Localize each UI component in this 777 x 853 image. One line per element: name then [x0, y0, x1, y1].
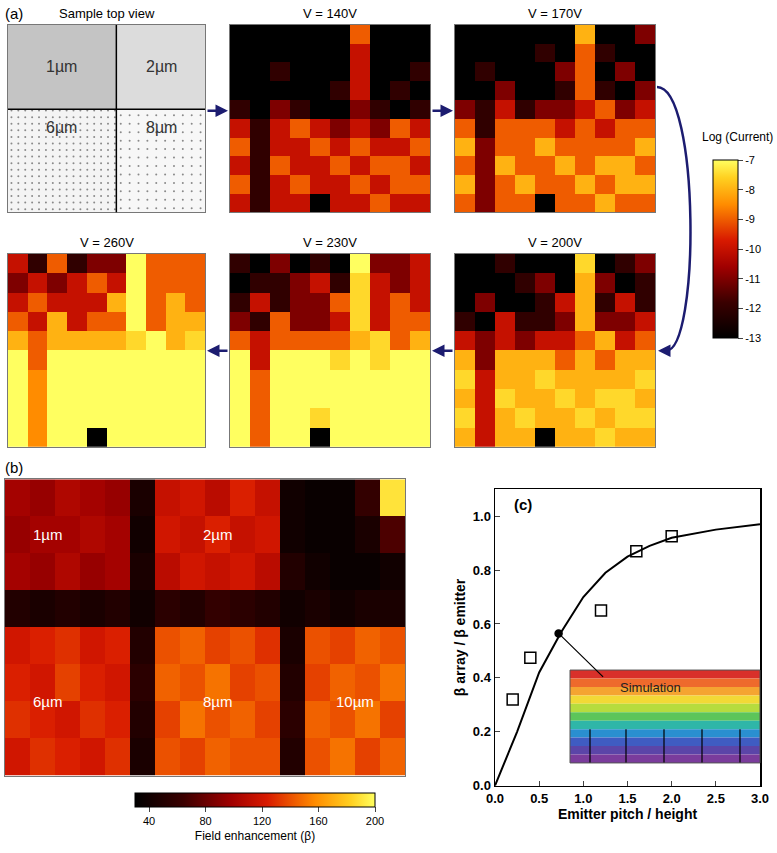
- svg-text:V = 260V: V = 260V: [80, 235, 134, 250]
- svg-text:2µm: 2µm: [146, 58, 177, 75]
- svg-text:-12: -12: [745, 302, 761, 314]
- svg-text:40: 40: [143, 815, 155, 827]
- svg-text:1µm: 1µm: [46, 58, 77, 75]
- svg-text:2.0: 2.0: [663, 791, 681, 806]
- svg-text:(a): (a): [5, 5, 23, 22]
- svg-text:β array / β emitter: β array / β emitter: [452, 578, 468, 696]
- svg-text:-7: -7: [745, 154, 755, 166]
- svg-text:6µm: 6µm: [46, 119, 77, 136]
- svg-text:0.0: 0.0: [486, 791, 504, 806]
- svg-text:Field enhancement (β): Field enhancement (β): [195, 829, 315, 843]
- svg-text:Simulation: Simulation: [620, 680, 681, 695]
- svg-text:-10: -10: [745, 243, 761, 255]
- svg-text:-13: -13: [745, 332, 761, 344]
- svg-text:10µm: 10µm: [336, 693, 374, 710]
- svg-text:0.5: 0.5: [530, 791, 548, 806]
- svg-text:3.0: 3.0: [751, 791, 769, 806]
- svg-text:(b): (b): [5, 459, 23, 476]
- svg-text:200: 200: [366, 815, 384, 827]
- svg-text:V = 140V: V = 140V: [303, 6, 357, 21]
- svg-text:-8: -8: [745, 184, 755, 196]
- svg-text:80: 80: [199, 815, 211, 827]
- svg-text:160: 160: [309, 815, 327, 827]
- svg-text:8µm: 8µm: [146, 119, 177, 136]
- svg-text:(c): (c): [514, 496, 532, 513]
- svg-text:2.5: 2.5: [707, 791, 725, 806]
- svg-text:0.6: 0.6: [473, 617, 491, 632]
- svg-text:8µm: 8µm: [203, 693, 232, 710]
- svg-text:V = 200V: V = 200V: [528, 235, 582, 250]
- svg-text:120: 120: [253, 815, 271, 827]
- svg-text:0.8: 0.8: [473, 563, 491, 578]
- svg-text:Log (Current): Log (Current): [702, 130, 773, 144]
- svg-text:0.0: 0.0: [473, 778, 491, 793]
- svg-text:2µm: 2µm: [203, 526, 232, 543]
- svg-text:1.5: 1.5: [618, 791, 636, 806]
- svg-text:V = 230V: V = 230V: [303, 235, 357, 250]
- svg-text:1.0: 1.0: [574, 791, 592, 806]
- svg-text:Sample top view: Sample top view: [59, 6, 155, 21]
- svg-text:0.4: 0.4: [473, 670, 492, 685]
- svg-text:6µm: 6µm: [33, 693, 62, 710]
- svg-text:Emitter pitch / height: Emitter pitch / height: [558, 806, 698, 822]
- svg-text:V = 170V: V = 170V: [528, 6, 582, 21]
- svg-text:-11: -11: [745, 273, 760, 285]
- svg-text:0.2: 0.2: [473, 724, 491, 739]
- svg-text:-9: -9: [745, 213, 755, 225]
- svg-text:1µm: 1µm: [33, 526, 62, 543]
- svg-text:1.0: 1.0: [473, 509, 491, 524]
